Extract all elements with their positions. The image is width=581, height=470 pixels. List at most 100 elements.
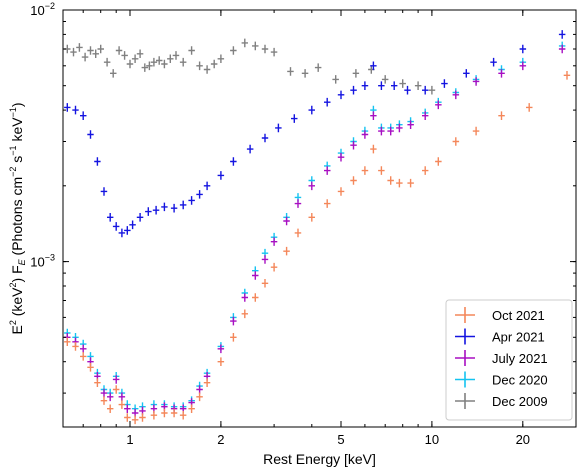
legend-item: Dec 2009 [455,393,548,409]
data-point [188,196,195,205]
data-point [252,293,259,302]
data-point [350,176,357,185]
data-point [203,181,211,191]
data-point [94,378,101,387]
data-point [80,352,87,361]
data-points-layer [64,30,571,425]
data-point [124,413,131,422]
data-point [498,69,505,78]
data-point [196,385,203,394]
data-point [370,144,377,154]
data-point [72,105,79,115]
x-tick-label: 20 [516,432,530,447]
data-point [107,392,114,402]
data-point [378,166,385,175]
data-point [170,408,178,418]
data-point [87,363,94,372]
data-point [129,220,136,230]
x-axis-label: Rest Energy [keV] [263,451,376,467]
legend-label: Oct 2021 [492,308,545,323]
legend-item: Oct 2021 [455,307,545,323]
data-point [161,59,168,69]
data-point [294,228,302,238]
data-point [294,199,302,208]
legend-label: Dec 2020 [492,373,548,388]
y-tick-label: 10−2 [30,1,55,18]
data-point [87,130,94,139]
ylabel-part: E [9,325,25,334]
data-point [196,392,203,402]
data-point [399,79,406,88]
data-point [472,77,480,86]
data-point [210,59,218,69]
data-point [196,61,203,71]
series-group [64,30,566,238]
legend-item: July 2021 [455,350,548,366]
data-point [337,90,345,100]
legend-marker [455,350,475,366]
data-point [87,46,94,55]
x-tick-label: 2 [217,432,224,447]
series-group [64,71,571,425]
data-point [261,279,269,288]
legend-box [445,299,573,421]
data-point [270,262,278,272]
data-point [252,41,259,51]
data-point [146,61,153,71]
data-point [314,63,322,72]
data-point [361,81,369,90]
ylabel-superscript: −2 [8,167,18,177]
data-point [404,85,411,95]
data-point [131,415,139,425]
data-point [136,213,144,222]
data-point [337,152,345,162]
data-point [396,178,403,188]
data-point [112,385,120,394]
data-point [100,396,108,405]
ylabel-part: keV [9,117,25,146]
data-point [435,100,442,110]
data-point [490,57,497,67]
data-point [387,176,394,185]
series-group [64,44,566,418]
x-tick-label: 1 [126,432,133,447]
data-point [261,44,269,54]
ylabel-part: ) [9,102,25,107]
data-point [407,178,414,188]
ylabel-part: ) F [9,265,25,282]
data-point [136,49,144,58]
legend-label: Apr 2021 [492,330,545,345]
data-point [203,65,211,74]
data-point [141,63,149,72]
data-point [361,166,369,175]
data-point [519,61,527,71]
legend-item: Dec 2020 [455,371,548,388]
data-point [131,54,139,63]
data-point [352,69,360,78]
data-point [118,392,126,402]
data-point [301,69,309,78]
ylabel-part: (keV [9,287,25,320]
data-point [115,46,123,55]
data-point [361,130,369,139]
data-point [121,51,128,60]
data-point [308,105,315,115]
data-point [152,205,160,215]
data-point [472,126,480,136]
ylabel-superscript: 2 [8,320,18,325]
data-point [81,52,89,62]
data-point [332,75,339,84]
legend-label: July 2021 [492,351,548,366]
data-point [203,378,211,387]
data-point [396,123,403,133]
data-point [452,137,460,146]
data-point [124,404,131,413]
data-point [370,61,377,71]
ylabel-superscript: 2 [8,282,18,287]
data-point [526,103,533,112]
data-point [428,85,436,95]
data-point [270,237,278,246]
data-point [103,57,111,67]
data-point [64,337,71,346]
data-point [170,203,178,213]
